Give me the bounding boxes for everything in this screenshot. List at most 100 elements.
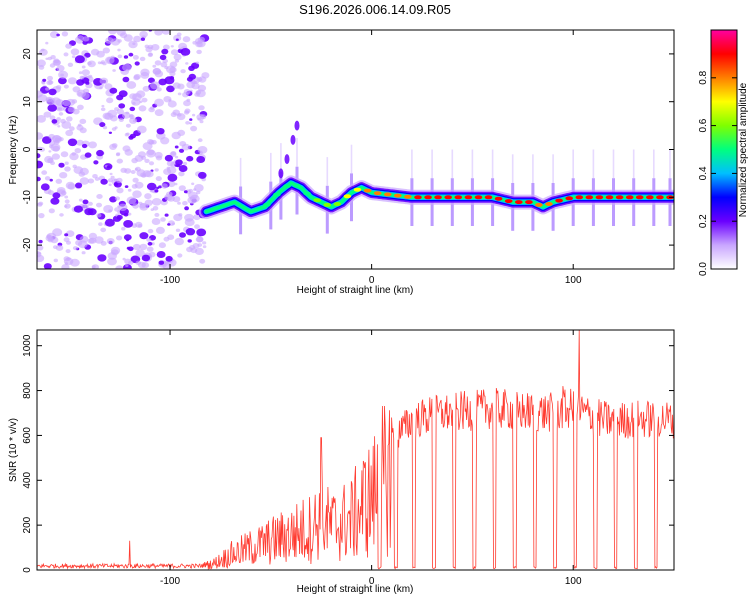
ridge-core [353, 187, 362, 192]
ridge-core [656, 195, 664, 200]
noise-blob [138, 105, 147, 112]
spectrogram-x-ticks: -100 0 100 [160, 30, 582, 286]
noise-blob [185, 121, 190, 125]
noise-blob [92, 174, 98, 179]
noise-blob [179, 232, 186, 238]
noise-blob [47, 157, 54, 164]
noise-blob [192, 113, 196, 117]
noise-blob [177, 83, 185, 90]
noise-blob [121, 226, 126, 231]
noise-blob [38, 213, 45, 219]
page-title: S196.2026.006.14.09.R05 [299, 2, 451, 17]
y-tick-label: 0 [22, 146, 33, 152]
y-tick-label: 1000 [22, 334, 33, 357]
colorbar-ticks: 0.0 0.2 0.4 0.6 0.8 [698, 70, 737, 276]
noise-blob [123, 220, 133, 228]
noise-blob [123, 234, 132, 241]
rising-streak-mark [290, 134, 296, 145]
noise-blob [97, 61, 102, 65]
ridge-core [646, 195, 654, 200]
ridge-core [484, 195, 493, 200]
noise-blob [48, 150, 52, 153]
noise-blob [197, 84, 207, 92]
ridge-core [414, 195, 422, 200]
noise-blob [182, 36, 191, 43]
ridge-core [424, 195, 432, 200]
rising-streak-mark [294, 120, 300, 131]
noise-blob [108, 183, 112, 187]
noise-blob [55, 178, 63, 184]
noise-blob [61, 31, 69, 37]
streak-mark-faint [511, 154, 514, 183]
noise-blob [158, 260, 165, 265]
noise-blob [146, 237, 152, 242]
colorbar-tick-label: 0.0 [698, 262, 709, 276]
noise-blob [69, 126, 75, 131]
noise-blob [167, 173, 178, 182]
noise-blob [133, 35, 142, 43]
noise-blob [155, 176, 162, 182]
noise-blob [169, 61, 178, 68]
noise-blob [111, 127, 117, 131]
noise-blob [172, 196, 181, 203]
noise-blob [79, 177, 90, 185]
ridge-core [394, 193, 402, 198]
streak-mark-faint [669, 149, 671, 179]
y-tick-label: -20 [22, 237, 33, 252]
noise-blob [40, 183, 50, 191]
noise-blob [132, 119, 137, 123]
y-tick-label: -10 [22, 190, 33, 205]
noise-blob [163, 44, 170, 50]
noise-blob [103, 205, 114, 213]
noise-blob [174, 237, 184, 246]
noise-blob [173, 213, 183, 222]
noise-blob [138, 201, 143, 205]
noise-blob [194, 247, 204, 255]
noise-blob [105, 37, 114, 44]
noise-blob [112, 69, 116, 72]
noise-blob [87, 201, 93, 206]
noise-blob [81, 143, 88, 149]
noise-blob [164, 76, 175, 85]
noise-blob [72, 246, 78, 251]
noise-blob [64, 166, 71, 172]
ridge-core [515, 200, 523, 205]
noise-blob [60, 151, 69, 158]
noise-blob [96, 213, 102, 218]
noise-blob [49, 178, 53, 182]
noise-blob [51, 119, 58, 124]
snr-x-ticks: -100 0 100 [160, 330, 582, 587]
noise-blob [130, 170, 136, 174]
ridge-core [545, 202, 553, 206]
streak-mark-faint [592, 149, 595, 179]
noise-blob [170, 112, 177, 118]
noise-blob [63, 84, 69, 89]
noise-blob [151, 139, 157, 145]
noise-blob [124, 185, 129, 189]
spectrogram-y-ticks: 20 10 0 -10 -20 [22, 48, 674, 252]
ridge-core [363, 188, 372, 193]
noise-blob [129, 114, 134, 118]
noise-blob [58, 112, 64, 116]
noise-blob [141, 97, 148, 103]
y-tick-label: 200 [22, 516, 33, 533]
noise-blob [59, 172, 68, 179]
snr-panel: -100 0 100 0 200 400 600 800 1000 Height of str… [8, 329, 675, 595]
ridge-core [464, 195, 473, 200]
spectrogram-x-label: Height of straight line (km) [297, 285, 414, 296]
noise-blob [166, 85, 175, 93]
noise-blob [82, 36, 90, 42]
x-tick-label: 0 [369, 275, 375, 286]
noise-blob [170, 49, 179, 56]
ridge-core [535, 202, 543, 207]
noise-blob [151, 44, 160, 51]
noise-blob [141, 155, 147, 160]
ridge-core [605, 195, 614, 200]
noise-blob [173, 53, 182, 61]
noise-blob [41, 170, 48, 175]
noise-blob [140, 71, 150, 79]
noise-blob [96, 50, 105, 58]
noise-blob [134, 61, 140, 66]
noise-blob [116, 235, 123, 241]
